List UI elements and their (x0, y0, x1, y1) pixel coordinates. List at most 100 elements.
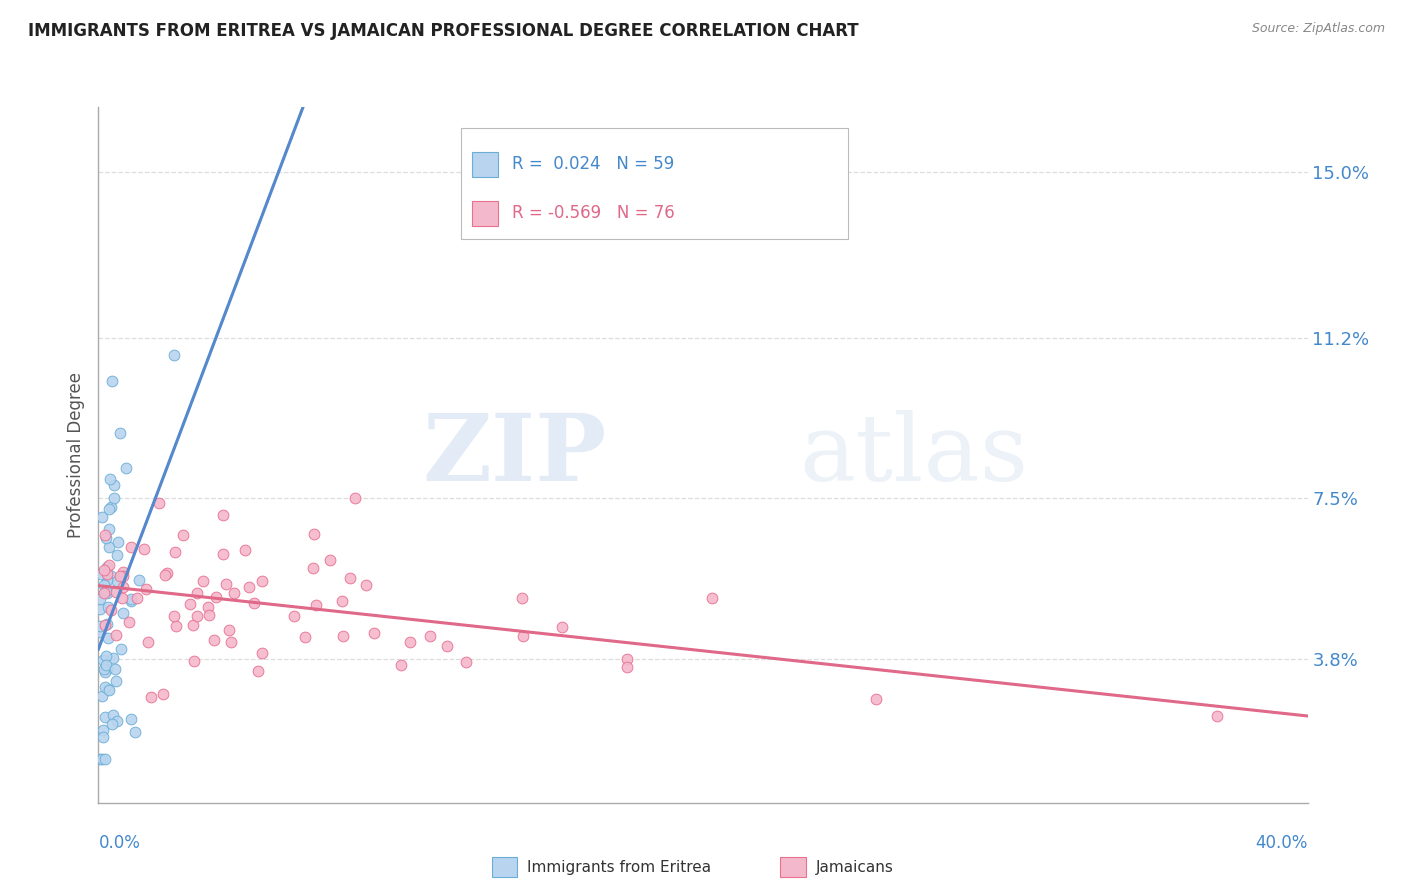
Point (91, 723, 114, 738)
Point (186, 585, 208, 599)
Point (219, 635, 242, 649)
Point (319, 553, 342, 567)
Point (419, 629, 441, 643)
Point (101, 717, 124, 731)
Point (108, 426, 131, 441)
Point (100, 569, 122, 583)
Point (89, 625, 111, 640)
Point (191, 574, 214, 589)
Point (117, 615, 139, 629)
Point (120, 592, 142, 607)
Point (91, 731, 114, 745)
Point (96, 566, 118, 581)
Point (389, 658, 412, 673)
Point (98, 522, 121, 536)
Point (97, 681, 120, 696)
Point (94, 528, 117, 542)
Point (104, 674, 127, 689)
Point (96, 586, 118, 600)
Point (94, 658, 117, 673)
Point (344, 491, 367, 506)
Y-axis label: Professional Degree: Professional Degree (67, 372, 86, 538)
Point (186, 609, 208, 624)
Point (197, 600, 219, 615)
Point (90, 567, 112, 582)
Point (89, 602, 111, 616)
Point (294, 630, 316, 644)
Point (94, 584, 117, 599)
Point (247, 665, 270, 679)
Point (616, 652, 638, 666)
Point (233, 542, 256, 557)
Point (107, 534, 129, 549)
Point (163, 348, 186, 362)
Point (93, 665, 115, 679)
Point (93, 586, 115, 600)
Point (510, 591, 533, 606)
Point (127, 591, 149, 605)
Point (183, 654, 205, 668)
Point (363, 626, 385, 640)
Point (512, 629, 534, 643)
Point (339, 571, 361, 585)
Point (91, 752, 114, 766)
Point (305, 598, 328, 612)
Text: R =  0.024   N = 59: R = 0.024 N = 59 (512, 155, 673, 173)
Point (332, 629, 354, 643)
Point (120, 712, 142, 726)
Point (238, 581, 260, 595)
Text: R = -0.569   N = 76: R = -0.569 N = 76 (512, 204, 675, 222)
Point (89, 619, 111, 633)
Point (105, 548, 128, 562)
Text: atlas: atlas (800, 410, 1029, 500)
Point (96, 573, 118, 587)
Point (104, 584, 127, 599)
Point (111, 566, 134, 580)
Point (283, 609, 305, 624)
Point (436, 639, 458, 653)
Point (97, 541, 120, 555)
Point (454, 655, 477, 669)
Text: 40.0%: 40.0% (1256, 834, 1308, 852)
Point (103, 491, 125, 505)
Point (111, 591, 134, 605)
Point (204, 590, 226, 604)
Point (94, 532, 117, 546)
Point (250, 574, 273, 588)
Point (98, 502, 121, 516)
Point (97, 631, 120, 645)
Point (94, 649, 117, 664)
Point (100, 500, 122, 514)
Point (104, 628, 127, 642)
Point (138, 634, 160, 648)
Point (218, 623, 240, 637)
Text: IMMIGRANTS FROM ERITREA VS JAMAICAN PROFESSIONAL DEGREE CORRELATION CHART: IMMIGRANTS FROM ERITREA VS JAMAICAN PROF… (28, 22, 859, 40)
Point (93, 577, 115, 591)
Point (179, 598, 201, 612)
Point (1206, 708, 1229, 723)
Point (135, 582, 157, 596)
Text: Jamaicans: Jamaicans (815, 860, 893, 874)
Point (128, 573, 150, 587)
Text: Immigrants from Eritrea: Immigrants from Eritrea (527, 860, 711, 874)
Point (616, 660, 638, 674)
Point (94, 680, 117, 694)
Point (112, 568, 135, 582)
Point (112, 606, 135, 620)
Point (165, 545, 187, 559)
Point (183, 618, 205, 632)
Point (93, 563, 115, 577)
Point (97, 682, 120, 697)
Point (172, 528, 194, 542)
Point (304, 527, 326, 541)
Point (103, 651, 125, 665)
Point (96, 662, 118, 676)
Point (101, 374, 124, 388)
Point (865, 691, 887, 706)
Point (103, 478, 125, 492)
Point (153, 568, 176, 582)
Point (104, 662, 127, 676)
Point (97, 600, 120, 615)
Point (93, 752, 115, 766)
Point (250, 646, 273, 660)
